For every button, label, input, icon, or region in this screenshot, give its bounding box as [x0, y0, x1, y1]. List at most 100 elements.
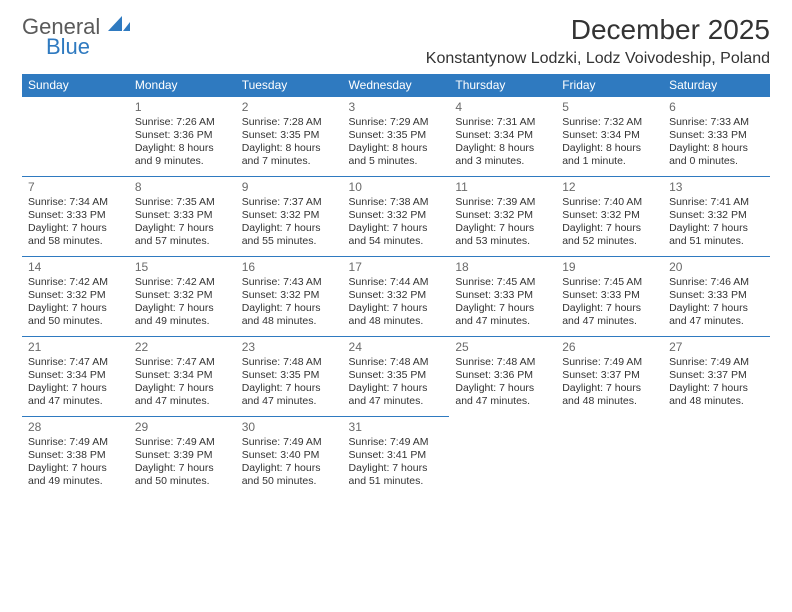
daylight-text: Daylight: 7 hours and 47 minutes. [135, 382, 230, 408]
sunset-text: Sunset: 3:34 PM [562, 129, 657, 142]
weekday-header: Sunday [22, 74, 129, 97]
calendar-cell: 30Sunrise: 7:49 AMSunset: 3:40 PMDayligh… [236, 417, 343, 497]
sunset-text: Sunset: 3:32 PM [455, 209, 550, 222]
day-number: 20 [669, 260, 764, 274]
day-number: 17 [349, 260, 444, 274]
brand-logo: General Blue [22, 14, 130, 58]
day-number: 4 [455, 100, 550, 114]
day-number: 10 [349, 180, 444, 194]
daylight-text: Daylight: 7 hours and 58 minutes. [28, 222, 123, 248]
calendar-cell: 21Sunrise: 7:47 AMSunset: 3:34 PMDayligh… [22, 337, 129, 417]
day-number: 15 [135, 260, 230, 274]
sunrise-text: Sunrise: 7:39 AM [455, 196, 550, 209]
sunset-text: Sunset: 3:32 PM [242, 289, 337, 302]
day-number: 29 [135, 420, 230, 434]
day-number: 23 [242, 340, 337, 354]
daylight-text: Daylight: 7 hours and 50 minutes. [28, 302, 123, 328]
calendar-cell: 1Sunrise: 7:26 AMSunset: 3:36 PMDaylight… [129, 97, 236, 177]
sunrise-text: Sunrise: 7:46 AM [669, 276, 764, 289]
sunrise-text: Sunrise: 7:49 AM [242, 436, 337, 449]
daylight-text: Daylight: 7 hours and 51 minutes. [669, 222, 764, 248]
daylight-text: Daylight: 7 hours and 54 minutes. [349, 222, 444, 248]
daylight-text: Daylight: 7 hours and 52 minutes. [562, 222, 657, 248]
weekday-header: Wednesday [343, 74, 450, 97]
sunset-text: Sunset: 3:39 PM [135, 449, 230, 462]
sunrise-text: Sunrise: 7:44 AM [349, 276, 444, 289]
daylight-text: Daylight: 7 hours and 47 minutes. [562, 302, 657, 328]
page-title: December 2025 [426, 14, 770, 46]
day-number: 24 [349, 340, 444, 354]
weekday-header: Monday [129, 74, 236, 97]
day-number: 3 [349, 100, 444, 114]
daylight-text: Daylight: 7 hours and 50 minutes. [242, 462, 337, 488]
sunrise-text: Sunrise: 7:45 AM [455, 276, 550, 289]
day-number: 30 [242, 420, 337, 434]
calendar-cell: 16Sunrise: 7:43 AMSunset: 3:32 PMDayligh… [236, 257, 343, 337]
calendar-cell: 6Sunrise: 7:33 AMSunset: 3:33 PMDaylight… [663, 97, 770, 177]
calendar-cell: 11Sunrise: 7:39 AMSunset: 3:32 PMDayligh… [449, 177, 556, 257]
sunset-text: Sunset: 3:33 PM [135, 209, 230, 222]
calendar-row: 7Sunrise: 7:34 AMSunset: 3:33 PMDaylight… [22, 177, 770, 257]
sunrise-text: Sunrise: 7:49 AM [562, 356, 657, 369]
sunrise-text: Sunrise: 7:45 AM [562, 276, 657, 289]
calendar-cell: 25Sunrise: 7:48 AMSunset: 3:36 PMDayligh… [449, 337, 556, 417]
sunset-text: Sunset: 3:32 PM [669, 209, 764, 222]
day-number: 22 [135, 340, 230, 354]
sunset-text: Sunset: 3:35 PM [349, 129, 444, 142]
brand-word-blue: Blue [46, 36, 130, 58]
day-number: 26 [562, 340, 657, 354]
daylight-text: Daylight: 8 hours and 9 minutes. [135, 142, 230, 168]
calendar-cell: 17Sunrise: 7:44 AMSunset: 3:32 PMDayligh… [343, 257, 450, 337]
day-number: 9 [242, 180, 337, 194]
calendar-cell [663, 417, 770, 497]
sunset-text: Sunset: 3:35 PM [349, 369, 444, 382]
day-number: 25 [455, 340, 550, 354]
weekday-header: Tuesday [236, 74, 343, 97]
daylight-text: Daylight: 7 hours and 47 minutes. [349, 382, 444, 408]
daylight-text: Daylight: 8 hours and 1 minute. [562, 142, 657, 168]
calendar-cell: 19Sunrise: 7:45 AMSunset: 3:33 PMDayligh… [556, 257, 663, 337]
calendar-row: 28Sunrise: 7:49 AMSunset: 3:38 PMDayligh… [22, 417, 770, 497]
sunrise-text: Sunrise: 7:38 AM [349, 196, 444, 209]
weekday-row: SundayMondayTuesdayWednesdayThursdayFrid… [22, 74, 770, 97]
weekday-header: Friday [556, 74, 663, 97]
day-number: 21 [28, 340, 123, 354]
sunrise-text: Sunrise: 7:33 AM [669, 116, 764, 129]
daylight-text: Daylight: 7 hours and 47 minutes. [242, 382, 337, 408]
sunrise-text: Sunrise: 7:43 AM [242, 276, 337, 289]
sunset-text: Sunset: 3:33 PM [669, 289, 764, 302]
day-number: 6 [669, 100, 764, 114]
daylight-text: Daylight: 8 hours and 3 minutes. [455, 142, 550, 168]
sunset-text: Sunset: 3:33 PM [455, 289, 550, 302]
calendar-cell: 8Sunrise: 7:35 AMSunset: 3:33 PMDaylight… [129, 177, 236, 257]
calendar-cell [449, 417, 556, 497]
page: General Blue December 2025 Konstantynow … [0, 0, 792, 510]
weekday-header: Thursday [449, 74, 556, 97]
calendar-cell: 23Sunrise: 7:48 AMSunset: 3:35 PMDayligh… [236, 337, 343, 417]
sunrise-text: Sunrise: 7:29 AM [349, 116, 444, 129]
sunset-text: Sunset: 3:32 PM [562, 209, 657, 222]
day-number: 27 [669, 340, 764, 354]
sunrise-text: Sunrise: 7:40 AM [562, 196, 657, 209]
calendar-cell: 14Sunrise: 7:42 AMSunset: 3:32 PMDayligh… [22, 257, 129, 337]
calendar-cell: 15Sunrise: 7:42 AMSunset: 3:32 PMDayligh… [129, 257, 236, 337]
calendar-cell [556, 417, 663, 497]
calendar-table: SundayMondayTuesdayWednesdayThursdayFrid… [22, 74, 770, 496]
calendar-cell: 24Sunrise: 7:48 AMSunset: 3:35 PMDayligh… [343, 337, 450, 417]
sunrise-text: Sunrise: 7:49 AM [669, 356, 764, 369]
daylight-text: Daylight: 7 hours and 50 minutes. [135, 462, 230, 488]
sunset-text: Sunset: 3:33 PM [669, 129, 764, 142]
daylight-text: Daylight: 7 hours and 57 minutes. [135, 222, 230, 248]
daylight-text: Daylight: 7 hours and 47 minutes. [28, 382, 123, 408]
sunset-text: Sunset: 3:32 PM [349, 209, 444, 222]
weekday-header: Saturday [663, 74, 770, 97]
calendar-row: 14Sunrise: 7:42 AMSunset: 3:32 PMDayligh… [22, 257, 770, 337]
calendar-cell: 29Sunrise: 7:49 AMSunset: 3:39 PMDayligh… [129, 417, 236, 497]
sunrise-text: Sunrise: 7:35 AM [135, 196, 230, 209]
sunrise-text: Sunrise: 7:34 AM [28, 196, 123, 209]
calendar-cell: 27Sunrise: 7:49 AMSunset: 3:37 PMDayligh… [663, 337, 770, 417]
daylight-text: Daylight: 8 hours and 5 minutes. [349, 142, 444, 168]
calendar-cell: 22Sunrise: 7:47 AMSunset: 3:34 PMDayligh… [129, 337, 236, 417]
calendar-cell: 18Sunrise: 7:45 AMSunset: 3:33 PMDayligh… [449, 257, 556, 337]
daylight-text: Daylight: 8 hours and 7 minutes. [242, 142, 337, 168]
